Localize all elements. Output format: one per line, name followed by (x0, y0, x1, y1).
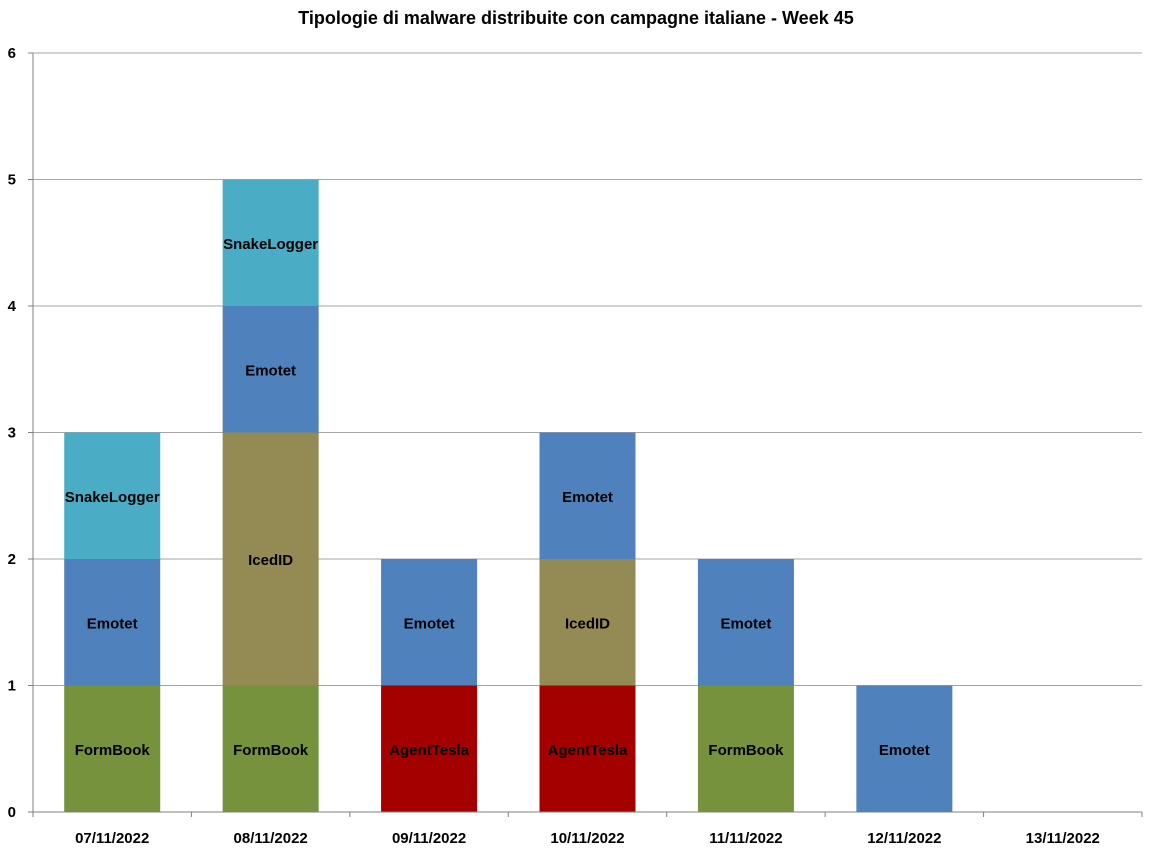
x-tick-label: 10/11/2022 (550, 830, 624, 847)
x-tick-label: 09/11/2022 (392, 830, 466, 847)
bar-segment-snakelogger (64, 432, 161, 559)
bar-segment-emotet (381, 559, 478, 686)
data-label: FormBook (233, 742, 309, 759)
bar-segment-emotet (64, 559, 161, 686)
x-tick-label: 11/11/2022 (709, 830, 782, 847)
bar-segment-emotet (856, 685, 953, 812)
data-label: AgentTesla (389, 742, 469, 759)
bar-segment-formbook (64, 685, 161, 812)
x-tick-label: 13/11/2022 (1026, 830, 1100, 847)
data-label: Emotet (404, 615, 455, 632)
axes (28, 52, 1143, 817)
bar-segment-icedid (222, 432, 319, 686)
bar-segment-icedid (539, 559, 636, 686)
bar-segment-formbook (697, 685, 794, 812)
y-tick-label: 1 (8, 678, 16, 695)
y-tick-label: 2 (8, 551, 16, 568)
data-label: IcedID (248, 552, 293, 569)
bar-segment-emotet (539, 432, 636, 559)
data-label: FormBook (75, 742, 151, 759)
bar-segment-emotet (222, 306, 319, 433)
x-tick-label: 07/11/2022 (75, 830, 149, 847)
bar-segment-snakelogger (222, 179, 319, 306)
y-tick-label: 4 (8, 298, 17, 315)
data-label: IcedID (565, 615, 610, 632)
data-label: Emotet (87, 615, 138, 632)
y-tick-label: 3 (8, 425, 16, 442)
y-tick-label: 6 (8, 45, 16, 62)
data-label: Emotet (562, 489, 613, 506)
data-label: SnakeLogger (223, 236, 318, 253)
tick-labels: 0 1 2 3 4 5 6 FormBook Emotet SnakeLogger FormBook… (8, 45, 1100, 847)
x-tick-label: 12/11/2022 (867, 830, 941, 847)
bars (64, 179, 953, 812)
bar-segment-agenttesla (381, 685, 478, 812)
data-label: FormBook (708, 742, 784, 759)
data-label: Emotet (721, 615, 772, 632)
data-label: SnakeLogger (65, 489, 160, 506)
bar-segment-formbook (222, 685, 319, 812)
data-label: AgentTesla (548, 742, 628, 759)
y-tick-label: 5 (8, 172, 16, 189)
bar-segment-agenttesla (539, 685, 636, 812)
x-tick-label: 08/11/2022 (234, 830, 308, 847)
chart-title: Tipologie di malware distribuite con cam… (298, 8, 854, 28)
y-tick-label: 0 (8, 804, 16, 821)
bar-segment-emotet (697, 559, 794, 686)
data-label: Emotet (245, 362, 296, 379)
data-label: Emotet (879, 742, 930, 759)
